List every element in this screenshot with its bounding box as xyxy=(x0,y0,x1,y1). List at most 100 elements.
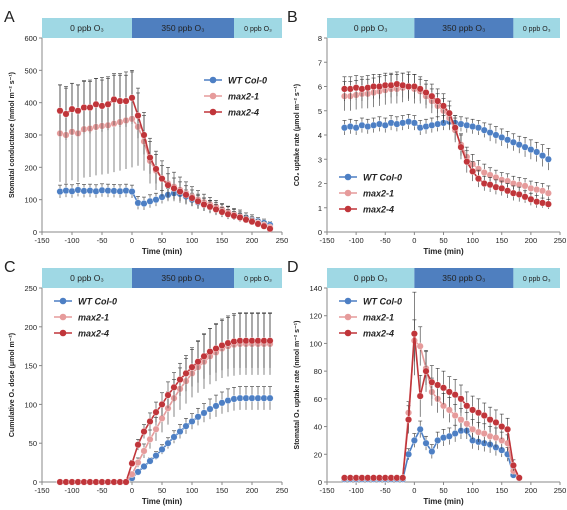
data-point xyxy=(140,462,148,470)
data-point xyxy=(533,198,541,206)
data-point xyxy=(146,197,154,205)
legend-label: WT Col-0 xyxy=(363,173,402,183)
data-point xyxy=(164,439,172,447)
data-point xyxy=(410,436,418,444)
data-point xyxy=(544,189,552,197)
data-point xyxy=(146,435,154,443)
data-point xyxy=(62,110,70,118)
data-point xyxy=(116,187,124,195)
x-tick-label: 100 xyxy=(186,486,199,495)
y-tick-label: 1 xyxy=(318,204,322,213)
data-point xyxy=(122,478,130,486)
legend-label: max2-1 xyxy=(78,313,109,323)
series-max2-4 xyxy=(340,71,552,209)
data-point xyxy=(410,119,418,127)
data-point xyxy=(346,85,354,93)
data-point xyxy=(116,97,124,105)
x-tick-label: 250 xyxy=(554,236,567,245)
x-tick-label: 200 xyxy=(525,236,538,245)
data-point xyxy=(152,165,160,173)
data-point xyxy=(498,133,506,141)
data-point xyxy=(515,190,523,198)
legend-label: max2-4 xyxy=(363,329,394,339)
data-point xyxy=(469,406,477,414)
y-tick-label: 200 xyxy=(24,163,37,172)
data-point xyxy=(248,218,256,226)
data-point xyxy=(445,432,453,440)
legend-label: WT Col-0 xyxy=(228,76,267,86)
data-point xyxy=(346,474,354,482)
data-point xyxy=(188,417,196,425)
x-tick-label: -100 xyxy=(349,486,364,495)
data-point xyxy=(68,105,76,113)
data-point xyxy=(486,129,494,137)
data-point xyxy=(224,339,232,347)
data-point xyxy=(200,201,208,209)
x-tick-label: -100 xyxy=(64,486,79,495)
data-point xyxy=(140,200,148,208)
data-point xyxy=(422,89,430,97)
data-point xyxy=(504,136,512,144)
x-tick-label: 0 xyxy=(412,486,416,495)
data-point xyxy=(56,107,64,115)
data-point xyxy=(206,405,214,413)
data-point xyxy=(140,428,148,436)
legend-marker xyxy=(209,92,217,100)
legend-marker xyxy=(209,108,217,116)
data-point xyxy=(170,184,178,192)
series-max2-4 xyxy=(56,71,274,233)
phase-band xyxy=(513,18,560,38)
data-point xyxy=(236,337,244,345)
data-point xyxy=(381,121,389,129)
data-point xyxy=(492,418,500,426)
y-tick-label: 600 xyxy=(24,34,37,43)
y-axis-title: CO₂ uptake rate (μmol m⁻² s⁻¹) xyxy=(294,84,301,186)
data-point xyxy=(375,474,383,482)
data-point xyxy=(504,187,512,195)
data-point xyxy=(440,102,448,110)
legend-label: max2-1 xyxy=(228,92,259,102)
data-point xyxy=(212,345,220,353)
data-point xyxy=(527,195,535,203)
data-point xyxy=(492,131,500,139)
legend-label: WT Col-0 xyxy=(363,297,402,307)
data-point xyxy=(212,402,220,410)
data-point xyxy=(416,392,424,400)
data-point xyxy=(86,478,94,486)
data-point xyxy=(474,409,482,417)
panel-letter: C xyxy=(4,259,16,276)
data-point xyxy=(509,461,517,469)
x-tick-label: 0 xyxy=(130,486,134,495)
data-point xyxy=(98,102,106,110)
phase-label: 350 ppb O₃ xyxy=(442,23,485,33)
x-tick-label: 150 xyxy=(216,486,229,495)
data-point xyxy=(434,436,442,444)
phase-band xyxy=(132,18,234,38)
data-point xyxy=(486,416,494,424)
series-wt-col-0 xyxy=(340,420,523,483)
data-point xyxy=(370,474,378,482)
data-point xyxy=(74,107,82,115)
data-point xyxy=(86,104,94,112)
data-point xyxy=(375,82,383,90)
data-point xyxy=(451,391,459,399)
x-tick-label: 50 xyxy=(439,486,447,495)
data-point xyxy=(474,428,482,436)
data-point xyxy=(176,376,184,384)
panel-letter: D xyxy=(287,259,299,276)
data-point xyxy=(451,411,459,419)
data-point xyxy=(358,121,366,129)
y-tick-label: 150 xyxy=(24,362,37,371)
data-point xyxy=(134,112,142,120)
data-point xyxy=(212,205,220,213)
x-tick-label: -50 xyxy=(380,236,391,245)
data-point xyxy=(224,397,232,405)
legend-marker xyxy=(59,297,67,305)
data-point xyxy=(104,187,112,195)
legend: WT Col-0 max2-1 max2-4 xyxy=(54,297,117,339)
phase-label: 0 ppb O₃ xyxy=(70,273,104,283)
data-point xyxy=(469,425,477,433)
data-point xyxy=(422,439,430,447)
data-point xyxy=(254,337,262,345)
legend-marker xyxy=(344,313,352,321)
